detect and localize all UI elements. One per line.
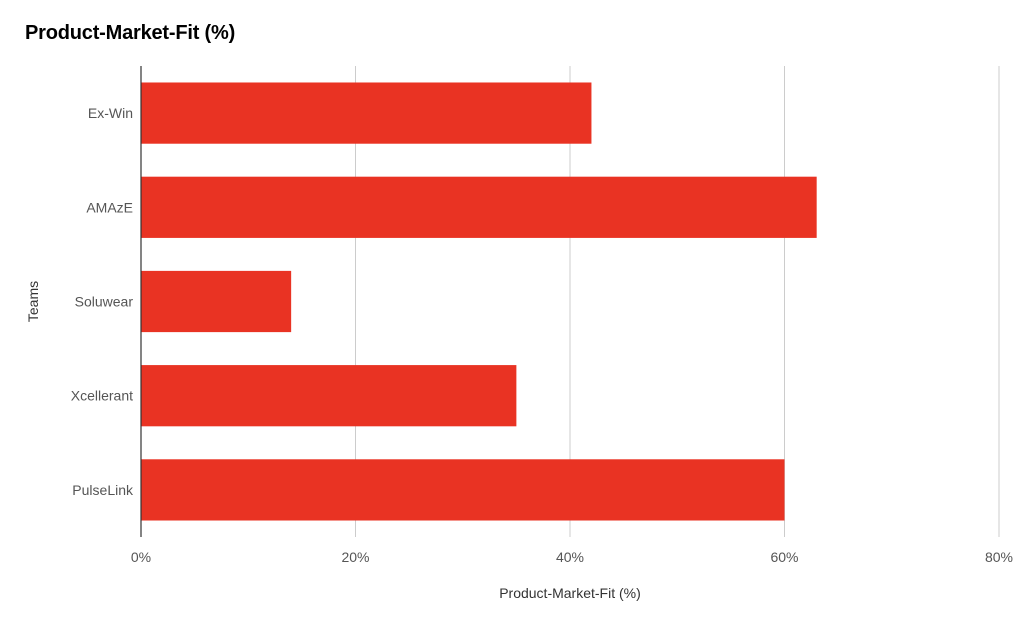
y-axis-title: Teams <box>25 281 41 322</box>
y-tick-label: Xcellerant <box>71 388 133 404</box>
y-tick-label: PulseLink <box>72 482 134 498</box>
grid-lines <box>355 66 1000 537</box>
axis-labels: Product-Market-Fit (%) Teams 0% 20% 40% 60%… <box>25 105 1013 601</box>
x-tick-label: 80% <box>985 549 1013 565</box>
bar-pulselink <box>141 459 785 521</box>
x-tick-label: 0% <box>131 549 151 565</box>
y-tick-label: Soluwear <box>75 294 134 310</box>
bar-ex-win <box>141 82 592 144</box>
x-axis-title: Product-Market-Fit (%) <box>499 585 641 601</box>
bars <box>141 82 817 521</box>
bar-amaze <box>141 176 817 238</box>
y-tick-label: AMAzE <box>86 199 133 215</box>
x-tick-label: 20% <box>341 549 369 565</box>
y-tick-label: Ex-Win <box>88 105 133 121</box>
x-tick-label: 40% <box>556 549 584 565</box>
chart-title: Product-Market-Fit (%) <box>25 22 236 44</box>
bar-soluwear <box>141 270 292 333</box>
bar-xcellerant <box>141 365 517 427</box>
x-tick-label: 60% <box>770 549 798 565</box>
